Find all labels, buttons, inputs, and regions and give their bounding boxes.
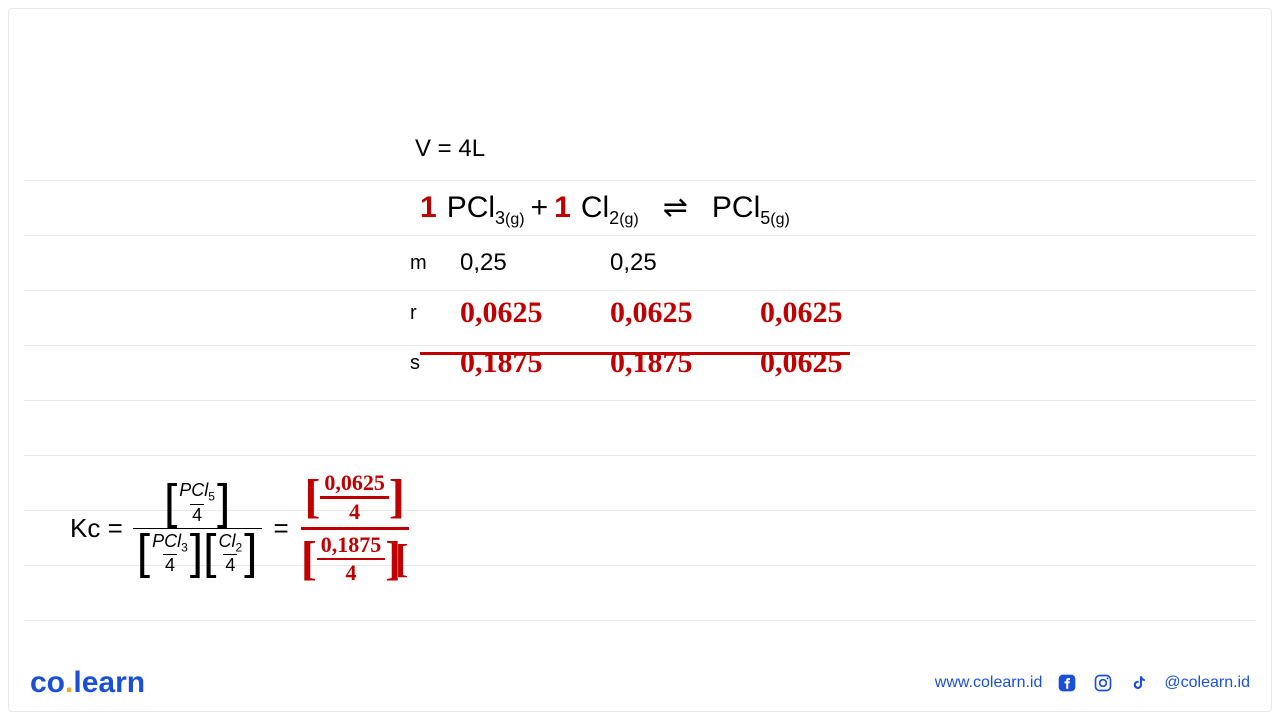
facebook-icon (1056, 672, 1078, 694)
bracket-open-icon: [ (164, 484, 177, 522)
table-row: m0,250,25 (410, 238, 900, 288)
bracket-open-icon: [ (301, 540, 317, 578)
hw-fraction-bar (301, 527, 409, 530)
hw-denominator-group: [ 0,1875 4 ] [ (301, 532, 409, 587)
footer: co.learn www.colearn.id @colearn.id (30, 666, 1250, 700)
table-row: s0,18750,18750,0625 (410, 338, 900, 388)
kc-numerator: [PCl54] (160, 478, 234, 528)
bracket-close-icon: ] (217, 484, 230, 522)
instagram-icon (1092, 672, 1114, 694)
table-cell: 0,25 (600, 249, 750, 277)
kc-denominator: [PCl34][Cl24] (133, 528, 262, 579)
inner-fraction: Cl24 (216, 531, 244, 577)
hw-numerator-group: [ 0,0625 4 ] (304, 470, 404, 525)
equals-sign: = (274, 513, 289, 544)
concentration-term: [PCl54] (164, 480, 230, 526)
volume-text: V = 4L (415, 135, 485, 163)
bracket-close-icon: ] (190, 534, 203, 572)
brand-logo: co.learn (30, 666, 145, 700)
bracket-trailing-icon: [ (395, 543, 408, 575)
bracket-close-icon: ] (244, 534, 257, 572)
reactant-2: Cl2(g) (581, 191, 639, 229)
footer-right: www.colearn.id @colearn.id (935, 672, 1250, 694)
concentration-term: [Cl24] (203, 531, 257, 577)
table-cell: 0,0625 (450, 296, 600, 330)
inner-fraction: PCl34 (150, 531, 190, 577)
concentration-term: [PCl34] (137, 531, 203, 577)
table-cell: 0,0625 (750, 296, 900, 330)
row-label: m (410, 252, 450, 275)
row-label: r (410, 302, 450, 325)
plus-sign: + (531, 191, 549, 225)
kc-formula: Kc = [PCl54] [PCl34][Cl24] = [ 0,0625 4 … (70, 470, 409, 586)
gridline (24, 400, 1256, 401)
coef-2-handwritten: 1 (554, 191, 571, 225)
reactant-1: PCl3(g) (447, 191, 525, 229)
tiktok-icon (1128, 672, 1150, 694)
table-row: r0,06250,06250,0625 (410, 288, 900, 338)
gridline (24, 620, 1256, 621)
ice-table-divider (420, 352, 850, 355)
table-cell: 0,25 (450, 249, 600, 277)
bracket-open-icon: [ (203, 534, 216, 572)
table-cell: 0,0625 (600, 296, 750, 330)
inner-fraction: PCl54 (177, 480, 217, 526)
chemical-equation: 1 PCl3(g) + 1 Cl2(g) ⇌ PCl5(g) (420, 190, 790, 229)
coef-1-handwritten: 1 (420, 191, 437, 225)
kc-typed-fraction: [PCl54] [PCl34][Cl24] (133, 478, 262, 578)
gridline (24, 455, 1256, 456)
gridline (24, 235, 1256, 236)
kc-label: Kc = (70, 513, 123, 544)
gridline (24, 180, 1256, 181)
kc-handwritten-fraction: [ 0,0625 4 ] [ 0,1875 4 ] [ (301, 470, 409, 586)
bracket-open-icon: [ (304, 478, 320, 516)
equilibrium-symbol: ⇌ (663, 190, 688, 225)
bracket-close-icon: ] (389, 478, 405, 516)
product: PCl5(g) (712, 191, 790, 229)
footer-url: www.colearn.id (935, 674, 1043, 692)
bracket-open-icon: [ (137, 534, 150, 572)
ice-table: m0,250,25r0,06250,06250,0625s0,18750,187… (410, 238, 900, 388)
footer-handle: @colearn.id (1164, 674, 1250, 692)
hw-num-inner: 0,0625 4 (320, 470, 389, 525)
hw-den-inner: 0,1875 4 (317, 532, 386, 587)
